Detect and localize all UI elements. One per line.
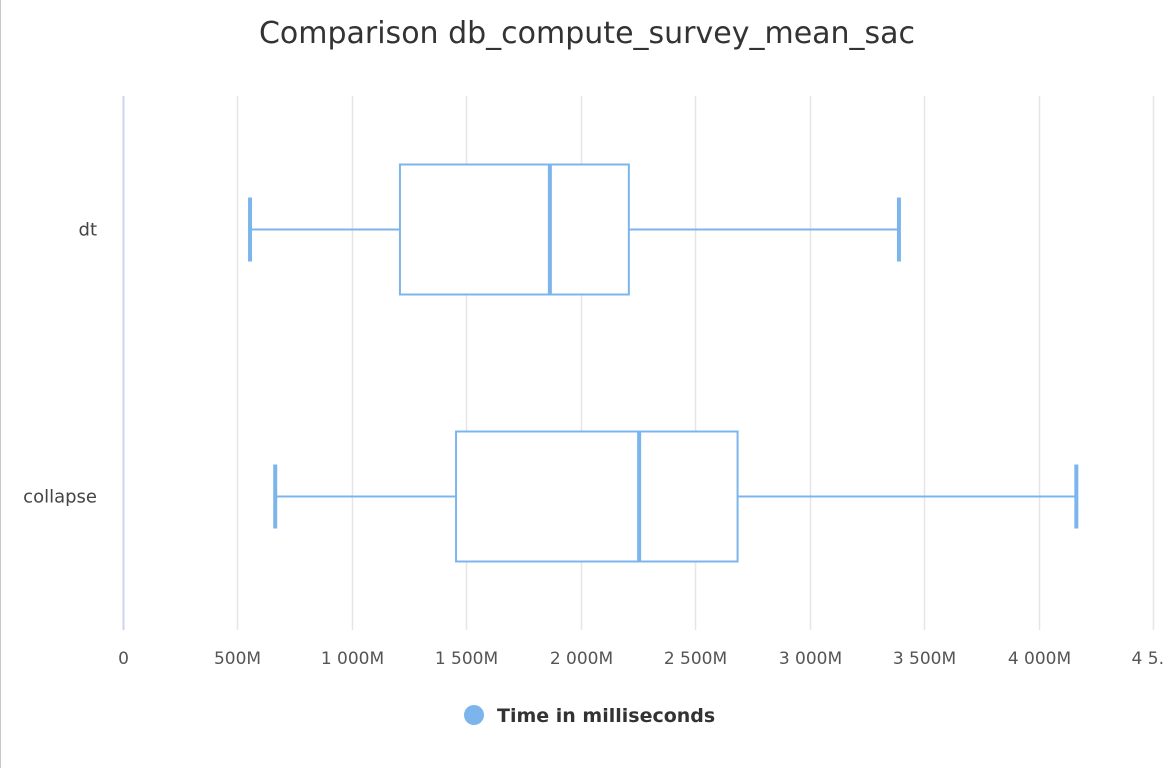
x-tick-label: 1 000M (321, 649, 384, 669)
x-tick-label: 2 500M (664, 649, 727, 669)
x-tick-label: 3 000M (779, 649, 842, 669)
x-tick-label: 2 000M (550, 649, 613, 669)
x-tick-label: 4 000M (1008, 649, 1071, 669)
x-tick-label: 0 (118, 649, 129, 669)
x-tick-label: 500M (214, 649, 261, 669)
x-tick-label: 3 500M (893, 649, 956, 669)
legend-marker (464, 705, 484, 725)
box-iqr[interactable] (398, 163, 630, 296)
y-category-label: dt (79, 220, 97, 241)
chart-title: Comparison db_compute_survey_mean_sac (259, 16, 915, 51)
x-tick-label: 1 500M (435, 649, 498, 669)
legend-label[interactable]: Time in milliseconds (497, 705, 715, 727)
legend[interactable]: Time in milliseconds (464, 705, 715, 727)
box-dt[interactable] (248, 163, 901, 296)
y-category-label: collapse (23, 487, 97, 508)
x-axis-ticks: 0 500M 1 000M 1 500M 2 000M 2 500M 3 000M 3 500… (118, 649, 1166, 669)
box-collapse[interactable] (273, 430, 1079, 563)
boxplot-series[interactable] (248, 163, 1079, 563)
x-tick-label: 4 5… (1131, 649, 1166, 669)
box-iqr[interactable] (455, 430, 739, 563)
y-axis-categories: dt collapse (23, 220, 97, 508)
